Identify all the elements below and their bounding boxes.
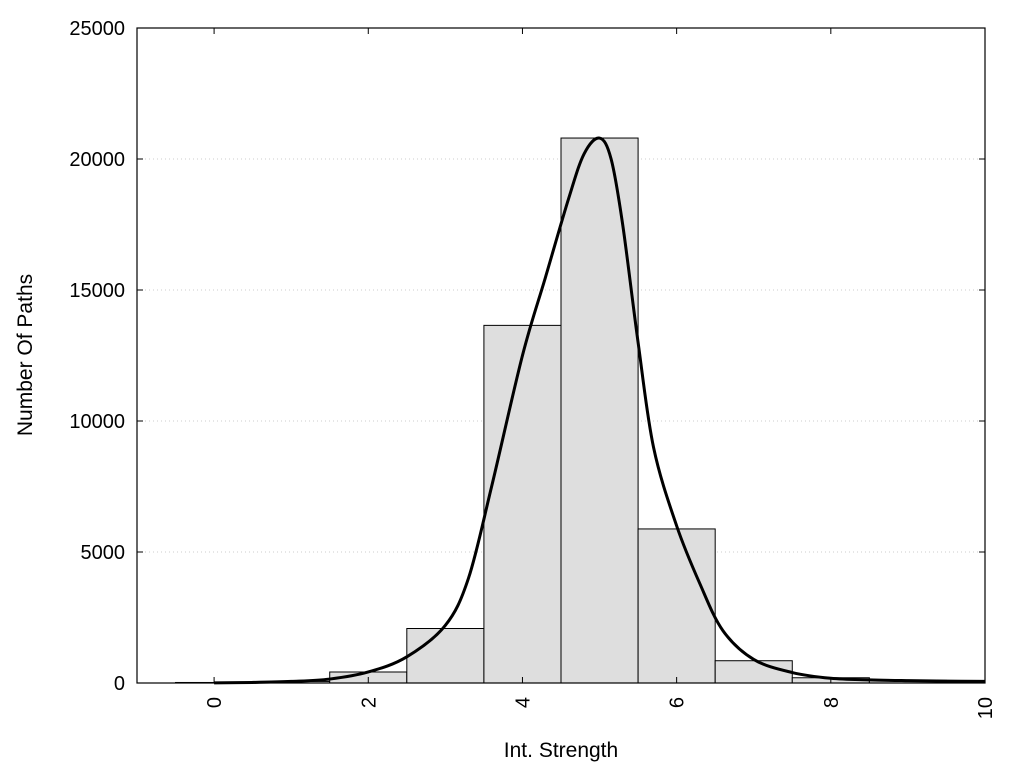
histogram-bar [406, 628, 485, 684]
x-tick-label: 6 [667, 697, 689, 708]
x-axis-title: Int. Strength [504, 739, 618, 762]
x-tick-label: 0 [204, 697, 226, 708]
histogram-bar [560, 137, 639, 684]
histogram-bars [175, 137, 986, 684]
y-tick-label: 5000 [81, 542, 126, 564]
x-tick-label: 8 [821, 697, 843, 708]
x-tick-label: 2 [358, 697, 380, 708]
histogram-bar [637, 528, 716, 684]
y-tick-label: 10000 [69, 411, 125, 433]
y-axis-title: Number Of Paths [14, 274, 37, 436]
y-tick-label: 20000 [69, 149, 125, 171]
y-tick-label: 25000 [69, 18, 125, 40]
fit-curve [214, 136, 986, 685]
x-tick-label: 10 [975, 697, 997, 719]
y-tick-label: 0 [114, 673, 125, 695]
histogram-bar [714, 660, 793, 684]
y-tick-label: 15000 [69, 280, 125, 302]
fit-curve-layer [214, 136, 986, 685]
plot-frame [136, 27, 986, 684]
axis-ticks: 0 5000 10000 15000 20000 25000 0 2 4 6 8 10 [69, 18, 997, 719]
x-tick-label: 4 [512, 697, 534, 708]
histogram-bar [483, 324, 562, 684]
